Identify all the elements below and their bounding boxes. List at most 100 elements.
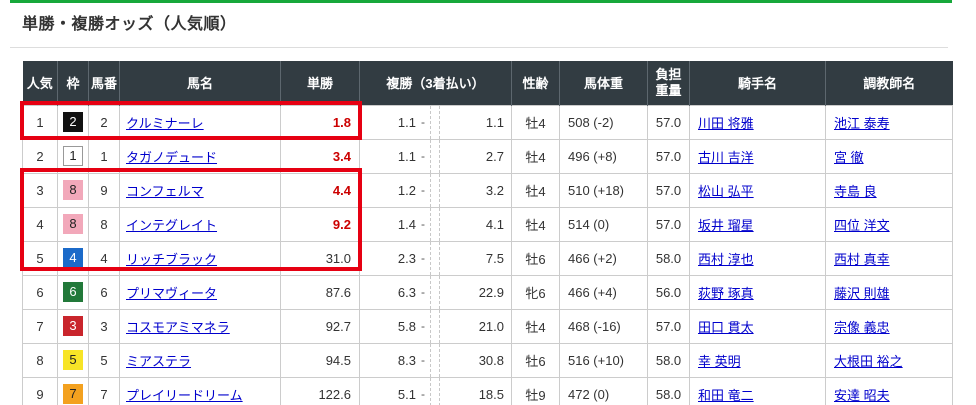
place-odds-separator: - — [421, 387, 425, 401]
rank-cell: 8 — [22, 342, 58, 378]
horse-name-link[interactable]: クルミナーレ — [126, 115, 204, 131]
horse-weight-cell: 508 (-2) — [559, 104, 648, 140]
place-odds-low: 1.2 — [397, 182, 416, 198]
col-header-sex-age: 性齢 — [511, 61, 560, 105]
jockey-link[interactable]: 田口 貫太 — [698, 319, 754, 335]
col-header-horse-name: 馬名 — [119, 61, 281, 105]
jockey-link[interactable]: 幸 英明 — [698, 353, 741, 369]
trainer-link[interactable]: 大根田 裕之 — [834, 353, 903, 369]
jockey-link[interactable]: 荻野 琢真 — [698, 285, 754, 301]
rank-cell: 9 — [22, 376, 58, 405]
rank-cell: 2 — [22, 138, 58, 174]
frame-badge: 3 — [63, 316, 83, 336]
horse-name-link[interactable]: コンフェルマ — [126, 183, 204, 199]
place-odds-divider — [430, 377, 440, 405]
table-row: 5 4 4 リッチブラック 31.0 2.3- 7.5 牡6 466 (+2) 5… — [22, 240, 953, 276]
horse-weight-cell: 472 (0) — [559, 376, 648, 405]
impost-cell: 57.0 — [647, 104, 690, 140]
horse-weight-cell: 510 (+18) — [559, 172, 648, 208]
jockey-link[interactable]: 川田 将雅 — [698, 115, 754, 131]
horse-name-link[interactable]: タガノデュード — [126, 149, 218, 165]
horse-name-cell: コスモアミマネラ — [119, 308, 281, 344]
place-odds-high: 3.2 — [485, 182, 504, 198]
jockey-link[interactable]: 西村 淳也 — [698, 251, 754, 267]
frame-badge: 5 — [63, 350, 83, 370]
horse-name-cell: プレイリードリーム — [119, 376, 281, 405]
frame-cell: 5 — [57, 342, 89, 378]
impost-cell: 56.0 — [647, 274, 690, 310]
frame-cell: 8 — [57, 172, 89, 208]
table-row: 9 7 7 プレイリードリーム 122.6 5.1- 18.5 牡9 472 (0… — [22, 376, 953, 405]
trainer-link[interactable]: 安達 昭夫 — [834, 387, 890, 403]
horse-name-link[interactable]: プレイリードリーム — [126, 387, 243, 403]
place-odds-high: 18.5 — [478, 386, 504, 402]
table-row: 1 2 2 クルミナーレ 1.8 1.1-1.1 牡4 508 (-2) 57.… — [22, 104, 953, 140]
trainer-link[interactable]: 四位 洋文 — [834, 217, 890, 233]
col-header-jockey: 騎手名 — [689, 61, 826, 105]
win-odds-cell: 94.5 — [280, 342, 360, 378]
place-odds-high: 21.0 — [478, 318, 504, 334]
place-odds-separator: - — [421, 353, 425, 367]
horse-number-cell: 2 — [88, 104, 120, 140]
place-odds-low: 8.3 — [397, 352, 416, 368]
win-odds-cell: 4.4 — [280, 172, 360, 208]
horse-name-link[interactable]: コスモアミマネラ — [126, 319, 230, 335]
jockey-cell: 西村 淳也 — [689, 240, 826, 276]
trainer-link[interactable]: 宗像 義忠 — [834, 319, 890, 335]
jockey-cell: 和田 竜二 — [689, 376, 826, 405]
sex-age-cell: 牝6 — [511, 274, 560, 310]
trainer-link[interactable]: 宮 徹 — [834, 149, 864, 165]
place-odds-separator: - — [421, 183, 425, 197]
page-title: 単勝・複勝オッズ（人気順） — [22, 16, 237, 33]
jockey-link[interactable]: 和田 竜二 — [698, 387, 754, 403]
place-odds-separator: - — [421, 251, 425, 265]
frame-cell: 6 — [57, 274, 89, 310]
place-odds-low: 1.1 — [397, 148, 416, 164]
place-odds-cell: 1.2- 3.2 — [359, 172, 512, 208]
table-row: 7 3 3 コスモアミマネラ 92.7 5.8- 21.0 牡4 468 (-16… — [22, 308, 953, 344]
frame-cell: 4 — [57, 240, 89, 276]
horse-name-cell: ミアステラ — [119, 342, 281, 378]
jockey-cell: 田口 貫太 — [689, 308, 826, 344]
horse-name-link[interactable]: リッチブラック — [126, 251, 218, 267]
sex-age-cell: 牡4 — [511, 138, 560, 174]
jockey-cell: 古川 吉洋 — [689, 138, 826, 174]
place-odds-separator: - — [421, 285, 425, 299]
horse-name-link[interactable]: ミアステラ — [126, 353, 192, 369]
horse-name-link[interactable]: インテグレイト — [126, 217, 218, 233]
horse-number-cell: 5 — [88, 342, 120, 378]
frame-badge: 7 — [63, 384, 83, 404]
col-header-horse-number: 馬番 — [88, 61, 120, 105]
top-accent-bar — [10, 0, 952, 3]
place-odds-divider — [430, 105, 440, 139]
horse-weight-cell: 514 (0) — [559, 206, 648, 242]
place-odds-high: 22.9 — [478, 284, 504, 300]
impost-cell: 58.0 — [647, 240, 690, 276]
sex-age-cell: 牡4 — [511, 206, 560, 242]
horse-name-cell: コンフェルマ — [119, 172, 281, 208]
place-odds-divider — [430, 343, 440, 377]
header-row: 人気 枠 馬番 馬名 単勝 複勝（3着払い） 性齢 馬体重 負担 重量 騎手名 … — [22, 61, 953, 105]
trainer-link[interactable]: 寺島 良 — [834, 183, 877, 199]
horse-name-link[interactable]: プリマヴィータ — [126, 285, 218, 301]
trainer-link[interactable]: 池江 泰寿 — [834, 115, 890, 131]
rank-cell: 6 — [22, 274, 58, 310]
jockey-link[interactable]: 松山 弘平 — [698, 183, 754, 199]
sex-age-cell: 牡4 — [511, 308, 560, 344]
place-odds-separator: - — [421, 149, 425, 163]
jockey-link[interactable]: 坂井 瑠星 — [698, 217, 754, 233]
jockey-link[interactable]: 古川 吉洋 — [698, 149, 754, 165]
frame-badge: 4 — [63, 248, 83, 268]
table-row: 2 1 1 タガノデュード 3.4 1.1- 2.7 牡4 496 (+8) 57… — [22, 138, 953, 174]
col-header-weight: 馬体重 — [559, 61, 648, 105]
col-header-rank: 人気 — [22, 61, 58, 105]
place-odds-cell: 1.4- 4.1 — [359, 206, 512, 242]
win-odds-cell: 87.6 — [280, 274, 360, 310]
trainer-cell: 藤沢 則雄 — [825, 274, 953, 310]
sex-age-cell: 牡6 — [511, 342, 560, 378]
trainer-cell: 池江 泰寿 — [825, 104, 953, 140]
trainer-link[interactable]: 西村 真幸 — [834, 251, 890, 267]
trainer-link[interactable]: 藤沢 則雄 — [834, 285, 890, 301]
place-odds-divider — [430, 309, 440, 343]
